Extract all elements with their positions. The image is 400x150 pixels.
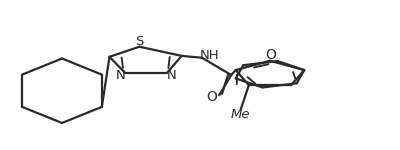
Text: O: O [206,90,217,104]
Text: NH: NH [200,49,220,62]
Text: S: S [135,35,144,48]
Text: O: O [266,48,276,62]
Text: N: N [166,69,176,82]
Text: Me: Me [231,108,250,121]
Text: N: N [116,69,126,82]
